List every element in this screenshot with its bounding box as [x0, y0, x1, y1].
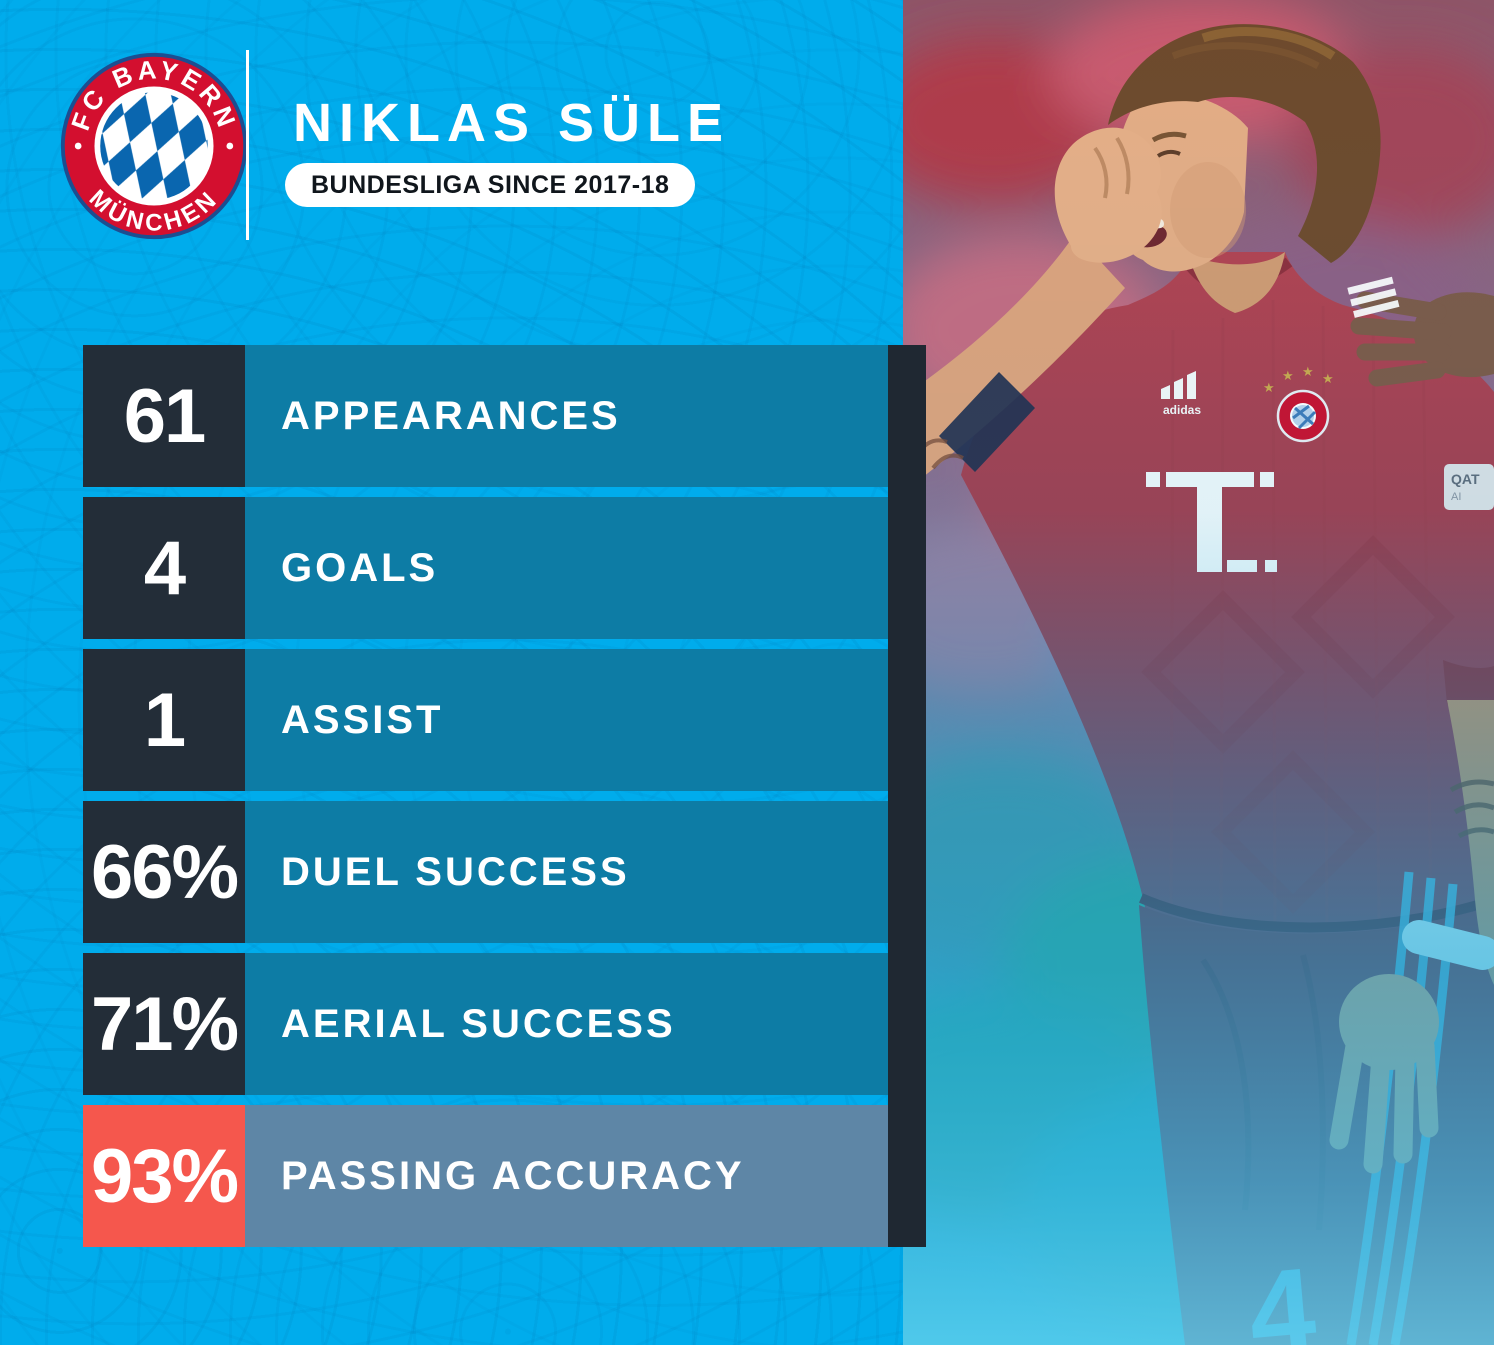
stat-value: 93% [83, 1105, 245, 1247]
stat-row: 1 ASSIST [83, 649, 888, 791]
stat-value: 4 [83, 497, 245, 639]
stat-bar: AERIAL SUCCESS [245, 953, 888, 1095]
club-crest-icon: FC BAYERN MÜNCHEN [58, 50, 250, 242]
header-divider [246, 50, 249, 240]
stat-bar: ASSIST [245, 649, 888, 791]
stat-value: 61 [83, 345, 245, 487]
stat-value: 71% [83, 953, 245, 1095]
stat-value: 1 [83, 649, 245, 791]
stats-list: 61 APPEARANCES 4 GOALS 1 ASSIST 66% DUEL… [83, 345, 926, 1247]
stats-right-strip [888, 345, 926, 1247]
stat-label: ASSIST [281, 697, 444, 742]
stat-row: 4 GOALS [83, 497, 888, 639]
stat-label: DUEL SUCCESS [281, 849, 630, 894]
stat-row: 61 APPEARANCES [83, 345, 888, 487]
stat-bar: APPEARANCES [245, 345, 888, 487]
stat-label: APPEARANCES [281, 393, 621, 438]
stat-bar: DUEL SUCCESS [245, 801, 888, 943]
stat-row: 71% AERIAL SUCCESS [83, 953, 888, 1095]
stat-value: 66% [83, 801, 245, 943]
stat-row: 93% PASSING ACCURACY [83, 1105, 888, 1247]
season-badge: BUNDESLIGA SINCE 2017-18 [285, 163, 696, 207]
stat-label: GOALS [281, 545, 439, 590]
stat-label: PASSING ACCURACY [281, 1153, 745, 1198]
player-photo: adidas ★ ★ ★ ★ [903, 0, 1494, 1345]
stat-label: AERIAL SUCCESS [281, 1001, 676, 1046]
stat-row: 66% DUEL SUCCESS [83, 801, 888, 943]
photo-cyan-overlay [903, 0, 1494, 1345]
stat-bar: GOALS [245, 497, 888, 639]
stat-bar: PASSING ACCURACY [245, 1105, 888, 1247]
player-name: NIKLAS SÜLE [293, 93, 731, 153]
